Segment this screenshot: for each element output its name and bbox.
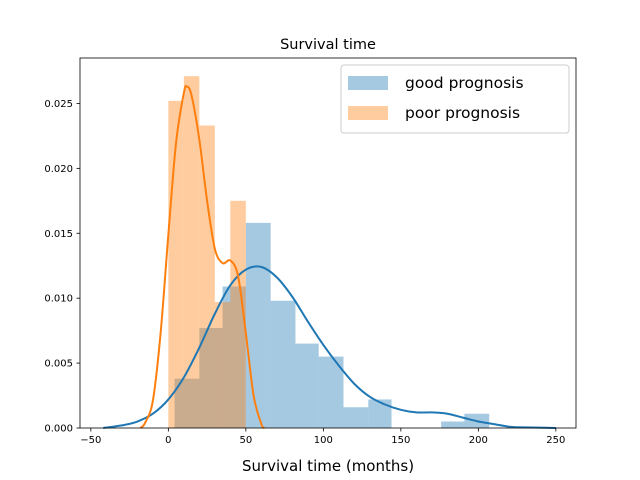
x-tick-label: 0 bbox=[165, 435, 171, 446]
bar-good-prognosis-6 bbox=[318, 356, 344, 428]
y-tick-label: 0.015 bbox=[44, 229, 73, 240]
axes: −50 0 50 100 150 200 250 0.000 0.005 0.010 0.015 0.… bbox=[44, 57, 577, 446]
bar-good-prognosis-11 bbox=[441, 421, 465, 428]
x-tick-label: 50 bbox=[239, 435, 252, 446]
histogram-bars bbox=[168, 76, 490, 428]
kde-line-good-prognosis bbox=[103, 265, 556, 429]
x-tick-label: 150 bbox=[391, 435, 410, 446]
bar-good-prognosis-1 bbox=[199, 328, 223, 428]
x-tick-label: −50 bbox=[80, 435, 101, 446]
kde-line-poor-prognosis bbox=[139, 84, 266, 429]
y-tick-label: 0.010 bbox=[44, 294, 73, 305]
bar-good-prognosis-4 bbox=[270, 300, 296, 428]
legend-label-good-prognosis: good prognosis bbox=[405, 74, 524, 92]
bar-poor-prognosis-2 bbox=[199, 125, 215, 428]
y-tick-label: 0.000 bbox=[44, 424, 73, 435]
bar-poor-prognosis-4 bbox=[230, 200, 246, 428]
legend-box bbox=[340, 64, 570, 134]
kde-curves bbox=[103, 84, 556, 429]
y-tick-label: 0.025 bbox=[44, 99, 73, 110]
x-tick-label: 100 bbox=[314, 435, 333, 446]
bar-good-prognosis-3 bbox=[245, 222, 271, 428]
y-tick-label: 0.020 bbox=[44, 164, 73, 175]
bar-good-prognosis-7 bbox=[343, 407, 369, 428]
x-tick-label: 250 bbox=[546, 435, 565, 446]
legend: good prognosis poor prognosis bbox=[340, 64, 570, 134]
legend-label-poor-prognosis: poor prognosis bbox=[405, 104, 520, 122]
bar-good-prognosis-5 bbox=[295, 343, 319, 428]
chart-title: Survival time bbox=[280, 37, 376, 53]
legend-swatch-poor-prognosis bbox=[348, 106, 388, 120]
legend-swatch-good-prognosis bbox=[348, 76, 388, 90]
bar-poor-prognosis-3 bbox=[214, 302, 231, 428]
bar-good-prognosis-8 bbox=[368, 399, 392, 428]
x-tick-label: 200 bbox=[469, 435, 488, 446]
bar-good-prognosis-2 bbox=[222, 286, 246, 428]
y-tick-label: 0.005 bbox=[44, 359, 73, 370]
axes-frame bbox=[79, 57, 577, 429]
bar-poor-prognosis-1 bbox=[183, 76, 200, 428]
x-axis-label: Survival time (months) bbox=[242, 457, 414, 475]
